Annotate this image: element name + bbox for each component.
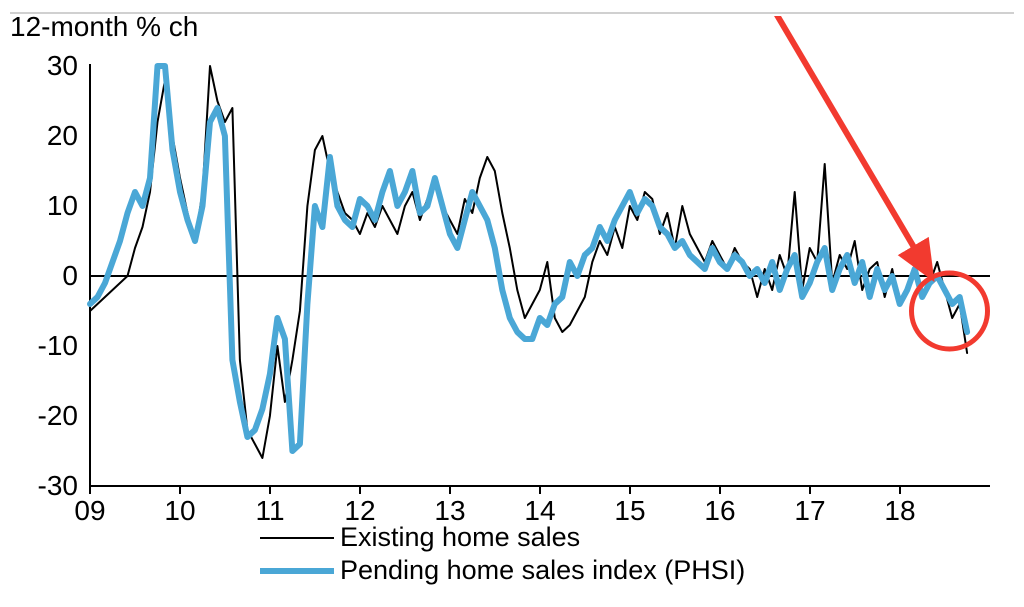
chart-svg: 12-month % ch-30-20-10010203009101112131… (10, 16, 1014, 596)
y-tick-label: 10 (47, 190, 78, 221)
legend-label-pending: Pending home sales index (PHSI) (340, 555, 745, 586)
y-tick-label: -20 (38, 400, 78, 431)
legend-swatch-existing (260, 537, 334, 539)
x-tick-label: 10 (164, 495, 195, 526)
x-tick-label: 18 (884, 495, 915, 526)
x-tick-label: 09 (74, 495, 105, 526)
legend-item-pending: Pending home sales index (PHSI) (260, 555, 745, 586)
chart-legend: Existing home sales Pending home sales i… (260, 522, 745, 588)
top-divider (10, 12, 1014, 14)
y-tick-label: 0 (62, 260, 78, 291)
legend-swatch-pending (260, 568, 334, 574)
legend-label-existing: Existing home sales (340, 522, 580, 553)
y-tick-label: -10 (38, 330, 78, 361)
x-tick-label: 17 (794, 495, 825, 526)
chart-subtitle: 12-month % ch (10, 16, 198, 42)
y-tick-label: 30 (47, 50, 78, 81)
y-tick-label: -30 (38, 470, 78, 501)
series-pending (90, 66, 967, 451)
legend-item-existing: Existing home sales (260, 522, 745, 553)
y-tick-label: 20 (47, 120, 78, 151)
home-sales-chart: 12-month % ch-30-20-10010203009101112131… (10, 16, 1014, 596)
